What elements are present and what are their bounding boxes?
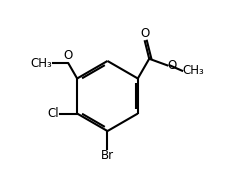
Text: O: O bbox=[64, 49, 73, 62]
Text: Cl: Cl bbox=[47, 107, 59, 120]
Text: CH₃: CH₃ bbox=[30, 57, 52, 70]
Text: O: O bbox=[140, 27, 149, 40]
Text: Br: Br bbox=[101, 150, 114, 163]
Text: O: O bbox=[168, 59, 177, 72]
Text: CH₃: CH₃ bbox=[183, 64, 204, 77]
